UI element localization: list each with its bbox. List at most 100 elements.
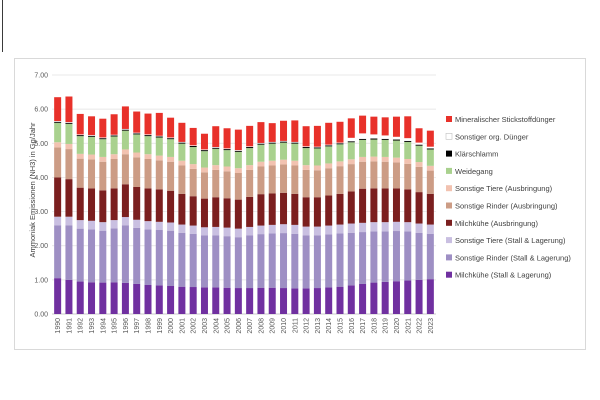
bar-segment [133, 133, 141, 135]
bar-segment [223, 236, 231, 288]
y-tick-label: 5.00 [34, 141, 48, 148]
x-tick-label: 1998 [146, 318, 153, 334]
bar-segment [359, 115, 367, 134]
bar-segment [144, 113, 152, 135]
bar-segment [88, 220, 96, 230]
bar-segment [110, 228, 118, 283]
bar-segment [167, 117, 175, 138]
x-tick-label: 2001 [179, 318, 186, 334]
legend-label: Klärschlamm [455, 150, 498, 159]
bar-segment [392, 188, 400, 222]
bar-segment [257, 142, 265, 144]
bar-segment [336, 166, 344, 194]
bar-segment [347, 142, 355, 160]
bar-segment [302, 165, 310, 170]
bar-segment [325, 168, 333, 196]
bar-segment [76, 158, 84, 188]
bar-segment [347, 232, 355, 286]
bar-segment [370, 222, 378, 232]
bar-segment [325, 234, 333, 288]
bar-segment [370, 138, 378, 140]
bar-segment [189, 233, 197, 288]
x-tick-label: 1997 [134, 318, 141, 334]
bar-segment [133, 219, 141, 228]
bar-segment [212, 148, 220, 166]
legend-swatch [446, 167, 452, 174]
bar-segment [426, 165, 434, 171]
bar-segment [167, 138, 175, 140]
bar-segment [178, 232, 186, 287]
bar-segment [155, 155, 163, 161]
bar-segment [234, 199, 242, 229]
bar-segment [246, 196, 254, 227]
bar-segment [426, 224, 434, 234]
legend-swatch [446, 150, 452, 157]
bar-segment [223, 287, 231, 314]
bar-segment [144, 154, 152, 159]
legend-label: Sonstige Tiere (Ausbringung) [455, 184, 553, 193]
bar-segment [133, 227, 141, 284]
bar-segment [200, 151, 208, 168]
x-tick-label: 1990 [55, 318, 62, 334]
bar-segment [167, 230, 175, 286]
bar-segment [155, 221, 163, 230]
legend-label: Sonstige Tiere (Stall & Lagerung) [455, 236, 566, 245]
bar-segment [392, 139, 400, 141]
x-tick-label: 1991 [66, 318, 73, 334]
bar-segment [223, 149, 231, 151]
bar-segment [246, 125, 254, 147]
bar-segment [178, 142, 186, 144]
bar-segment [234, 288, 242, 314]
legend-label: Mineralischer Stickstoffdünger [455, 115, 556, 124]
bar-segment [65, 149, 73, 180]
bar-segment [155, 135, 163, 137]
bar-segment [246, 169, 254, 197]
bar-segment [223, 148, 231, 150]
bar-segment [212, 226, 220, 236]
bar-segment [347, 141, 355, 143]
legend-label: Sonstige Rinder (Stall & Lagerung) [455, 253, 571, 262]
bar-segment [291, 160, 299, 166]
bar-segment [76, 134, 84, 136]
bar-segment [313, 288, 321, 314]
bar-segment [121, 154, 129, 185]
x-tick-label: 2014 [326, 318, 333, 334]
x-tick-label: 2023 [428, 318, 435, 334]
bar-segment [167, 222, 175, 231]
bar-segment [268, 224, 276, 234]
bar-segment [359, 232, 367, 284]
bar-segment [291, 143, 299, 161]
bar-segment [415, 232, 423, 280]
bar-segment [257, 194, 265, 226]
bar-segment [223, 171, 231, 199]
bar-segment [99, 222, 107, 231]
bar-segment [302, 226, 310, 236]
bar-segment [99, 137, 107, 139]
bar-segment [223, 227, 231, 237]
bar-segment [189, 196, 197, 226]
bar-segment [415, 279, 423, 314]
bar-segment [110, 136, 118, 155]
bar-segment [370, 156, 378, 162]
bar-segment [426, 279, 434, 314]
bar-segment [336, 143, 344, 145]
bar-segment [212, 126, 220, 148]
y-tick-label: 2.00 [34, 243, 48, 250]
bar-segment [54, 147, 62, 178]
bar-segment [426, 148, 434, 150]
bar-segment [88, 135, 96, 137]
bar-segment [189, 164, 197, 169]
bar-segment [302, 197, 310, 227]
bar-segment [404, 280, 412, 314]
bar-segment [133, 186, 141, 220]
bar-segment [404, 231, 412, 281]
bar-segment [200, 287, 208, 314]
bar-segment [121, 128, 129, 130]
bar-segment [144, 158, 152, 189]
bar-segment [381, 222, 389, 232]
bar-segment [313, 226, 321, 236]
bar-segment [189, 145, 197, 147]
bar-segment [313, 148, 321, 166]
bar-segment [415, 128, 423, 143]
bar-segment [76, 136, 84, 154]
